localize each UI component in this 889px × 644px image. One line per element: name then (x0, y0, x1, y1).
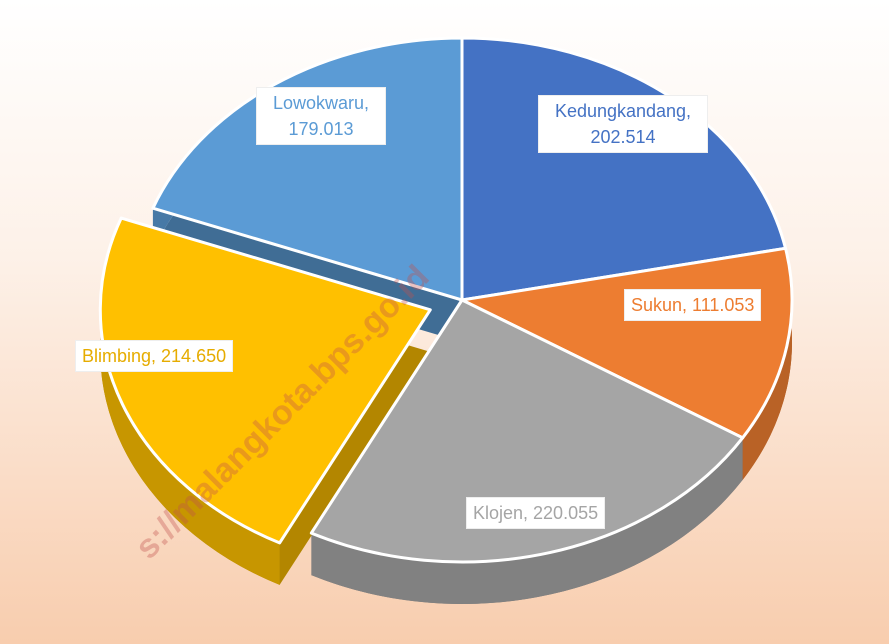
data-label: Klojen, 220.055 (466, 497, 606, 529)
data-label: Blimbing, 214.650 (75, 340, 234, 372)
slice (309, 298, 745, 564)
data-label: Kedungkandang, 202.514 (538, 95, 708, 153)
data-label: Sukun, 111.053 (624, 289, 762, 321)
slice-side (311, 437, 743, 604)
pie (98, 36, 794, 604)
slice (98, 216, 432, 545)
data-label: Lowokwaru, 179.013 (256, 87, 386, 145)
